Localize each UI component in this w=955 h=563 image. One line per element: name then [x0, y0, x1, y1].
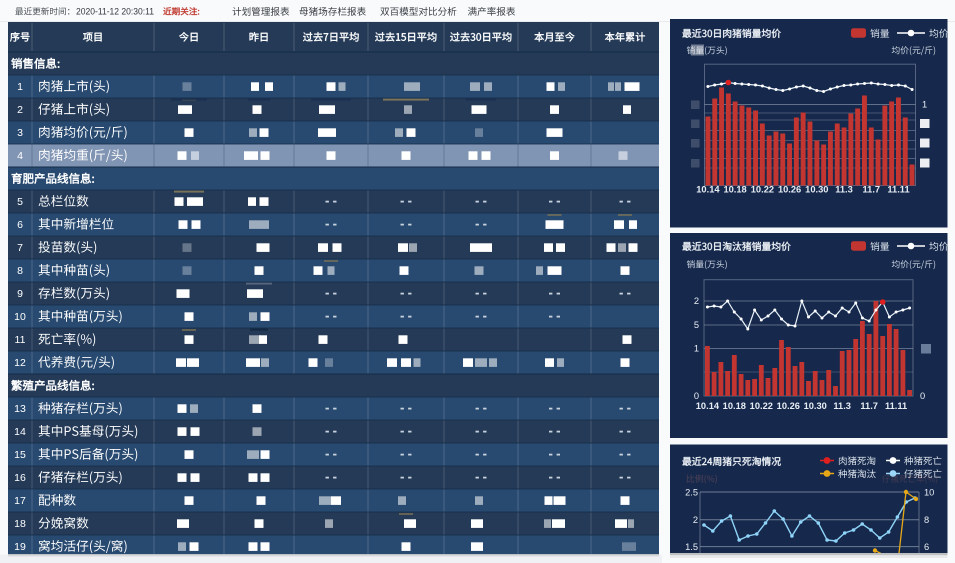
svg-text:16: 16 — [14, 472, 26, 484]
svg-text:6: 6 — [924, 542, 929, 552]
svg-text:11.3: 11.3 — [833, 401, 851, 411]
svg-text:19: 19 — [14, 541, 26, 553]
svg-text:10.22: 10.22 — [751, 185, 774, 195]
svg-text:10.26: 10.26 — [777, 401, 800, 411]
svg-text:6: 6 — [17, 219, 23, 231]
svg-text:8: 8 — [17, 265, 23, 277]
svg-text:1: 1 — [694, 344, 699, 354]
svg-text:15: 15 — [14, 449, 26, 461]
svg-text:14: 14 — [14, 426, 26, 438]
svg-text:0: 0 — [694, 391, 699, 401]
svg-text:10.18: 10.18 — [723, 185, 746, 195]
svg-text:2: 2 — [17, 104, 23, 116]
svg-text:1.5: 1.5 — [685, 542, 698, 552]
svg-text:10.14: 10.14 — [696, 185, 720, 195]
svg-text:10.26: 10.26 — [778, 185, 801, 195]
svg-text:5: 5 — [694, 320, 699, 330]
svg-text:5: 5 — [17, 196, 23, 208]
svg-text:2020-11-12 20:30:11: 2020-11-12 20:30:11 — [76, 7, 154, 17]
svg-text:11.3: 11.3 — [835, 185, 853, 195]
svg-text:1: 1 — [922, 100, 927, 110]
svg-text:7: 7 — [17, 242, 23, 254]
svg-text:9: 9 — [17, 288, 23, 300]
svg-text:10: 10 — [924, 488, 934, 498]
svg-text:4: 4 — [17, 150, 23, 162]
svg-text:1: 1 — [17, 81, 23, 93]
svg-text:13: 13 — [14, 403, 26, 415]
svg-text:2: 2 — [693, 515, 698, 525]
svg-text:10.30: 10.30 — [805, 185, 828, 195]
svg-text:11: 11 — [15, 334, 26, 346]
svg-text:2: 2 — [694, 296, 699, 306]
svg-text:10.30: 10.30 — [804, 401, 827, 411]
svg-text:12: 12 — [14, 357, 26, 369]
svg-text:10.18: 10.18 — [723, 401, 746, 411]
svg-text:0: 0 — [920, 391, 925, 401]
svg-text:11.11: 11.11 — [887, 185, 909, 195]
svg-text:11.11: 11.11 — [885, 401, 907, 411]
svg-text:18: 18 — [14, 518, 26, 530]
svg-text:3: 3 — [17, 127, 23, 139]
svg-text:11.7: 11.7 — [860, 401, 878, 411]
svg-text:10: 10 — [14, 311, 26, 323]
svg-text:17: 17 — [14, 495, 26, 507]
svg-text:11.7: 11.7 — [863, 185, 881, 195]
svg-text:10.14: 10.14 — [696, 401, 720, 411]
svg-text:8: 8 — [924, 515, 929, 525]
svg-text:2.5: 2.5 — [685, 488, 698, 498]
svg-text:10.22: 10.22 — [750, 401, 773, 411]
